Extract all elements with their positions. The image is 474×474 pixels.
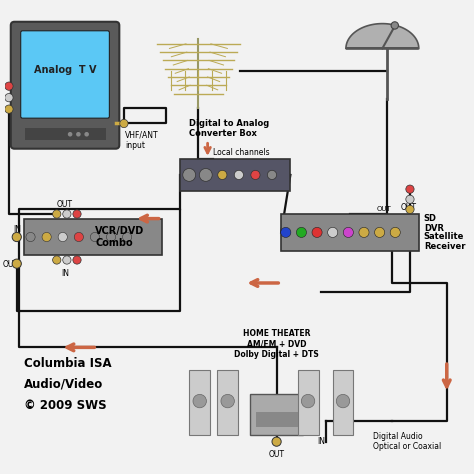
FancyBboxPatch shape <box>333 370 354 435</box>
Circle shape <box>63 210 71 218</box>
FancyBboxPatch shape <box>180 159 291 191</box>
Text: VCR/DVD
Combo: VCR/DVD Combo <box>95 226 145 248</box>
Text: OUT: OUT <box>57 201 73 210</box>
Circle shape <box>73 256 81 264</box>
Text: Digital Audio
Optical or Coaxial: Digital Audio Optical or Coaxial <box>373 432 441 451</box>
Circle shape <box>26 232 35 242</box>
Circle shape <box>5 82 13 90</box>
Circle shape <box>221 394 234 408</box>
FancyBboxPatch shape <box>21 31 109 118</box>
Circle shape <box>200 168 212 182</box>
FancyBboxPatch shape <box>217 370 238 435</box>
Text: HOME THEATER
AM/FM + DVD
Dolby Digital + DTS: HOME THEATER AM/FM + DVD Dolby Digital +… <box>234 329 319 359</box>
Text: SD
DVR: SD DVR <box>424 213 444 233</box>
Circle shape <box>63 256 71 264</box>
Circle shape <box>53 256 61 264</box>
Circle shape <box>12 232 21 242</box>
Circle shape <box>374 228 385 237</box>
Text: Local channels: Local channels <box>213 147 270 156</box>
Circle shape <box>272 437 281 446</box>
Circle shape <box>58 232 67 242</box>
Circle shape <box>183 168 196 182</box>
Circle shape <box>193 394 206 408</box>
FancyBboxPatch shape <box>255 412 298 427</box>
Text: Digital to Analog
Converter Box: Digital to Analog Converter Box <box>189 118 269 138</box>
Circle shape <box>343 228 354 237</box>
Circle shape <box>5 105 13 113</box>
Circle shape <box>42 232 51 242</box>
Circle shape <box>312 228 322 237</box>
Text: IN: IN <box>13 225 21 234</box>
Polygon shape <box>346 24 419 48</box>
Text: OUT: OUT <box>269 450 284 459</box>
Text: IN: IN <box>317 437 325 446</box>
Circle shape <box>12 259 21 268</box>
Circle shape <box>328 228 338 237</box>
FancyBboxPatch shape <box>11 22 119 149</box>
Text: OUT: OUT <box>3 260 19 269</box>
Text: Analog  T V: Analog T V <box>34 65 96 75</box>
Circle shape <box>391 22 399 29</box>
Text: IN: IN <box>61 269 69 278</box>
Circle shape <box>234 170 244 180</box>
Circle shape <box>120 119 128 128</box>
Circle shape <box>76 132 81 137</box>
Circle shape <box>53 210 61 218</box>
Circle shape <box>107 232 116 242</box>
Text: OUT: OUT <box>377 206 392 212</box>
Circle shape <box>406 205 414 214</box>
Circle shape <box>301 394 315 408</box>
FancyBboxPatch shape <box>298 370 319 435</box>
Circle shape <box>218 170 227 180</box>
Text: Columbia ISA
Audio/Video
© 2009 SWS: Columbia ISA Audio/Video © 2009 SWS <box>24 356 111 411</box>
FancyBboxPatch shape <box>189 370 210 435</box>
Circle shape <box>5 93 13 102</box>
Circle shape <box>336 394 350 408</box>
Circle shape <box>73 210 81 218</box>
Text: OUT: OUT <box>401 203 417 212</box>
Circle shape <box>390 228 401 237</box>
FancyBboxPatch shape <box>250 394 303 435</box>
Text: VHF/ANT
input: VHF/ANT input <box>125 131 158 150</box>
Circle shape <box>84 132 89 137</box>
Circle shape <box>91 232 100 242</box>
Circle shape <box>406 195 414 203</box>
FancyBboxPatch shape <box>24 219 162 255</box>
Circle shape <box>296 228 307 237</box>
Circle shape <box>281 228 291 237</box>
Circle shape <box>359 228 369 237</box>
FancyBboxPatch shape <box>281 214 419 251</box>
Circle shape <box>251 170 260 180</box>
Text: Satellite
Receiver: Satellite Receiver <box>424 232 465 251</box>
Circle shape <box>122 232 132 242</box>
Circle shape <box>68 132 73 137</box>
Circle shape <box>406 185 414 193</box>
FancyBboxPatch shape <box>25 128 106 140</box>
Circle shape <box>74 232 83 242</box>
Circle shape <box>267 170 277 180</box>
